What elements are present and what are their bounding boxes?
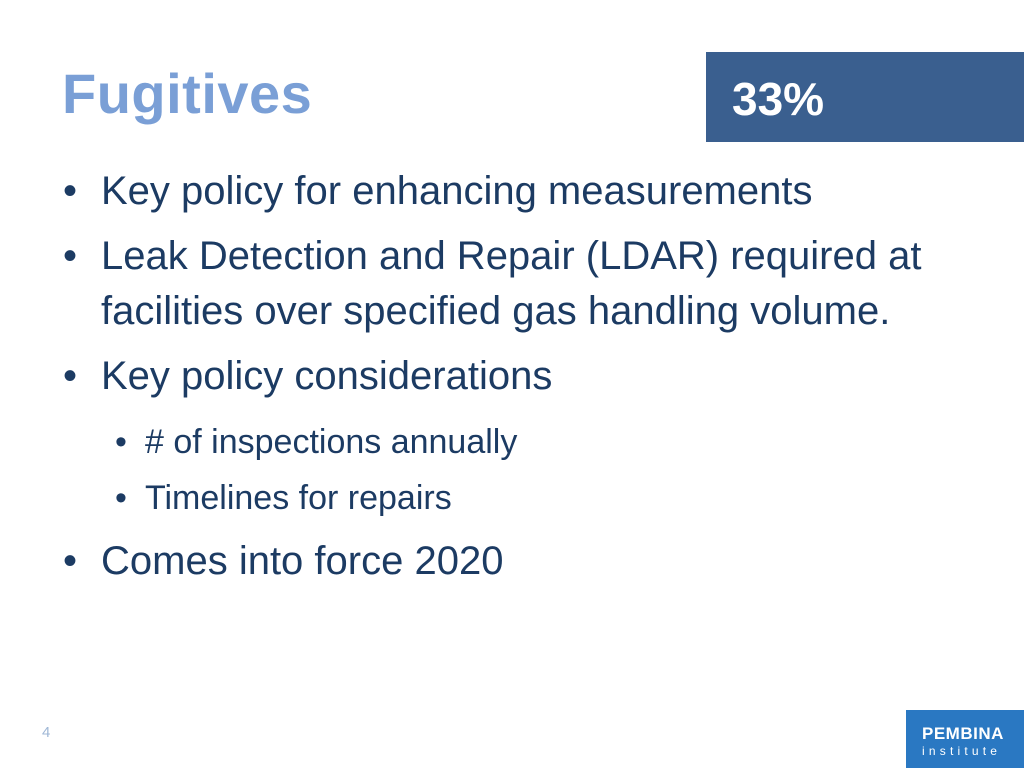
logo-name: PEMBINA bbox=[922, 724, 1004, 743]
logo-subtitle: institute bbox=[922, 744, 1002, 758]
bullet-list: Key policy for enhancing measurements Le… bbox=[55, 164, 955, 599]
pembina-logo: PEMBINA institute bbox=[906, 710, 1024, 768]
sub-bullet-item: # of inspections annually bbox=[55, 414, 955, 470]
sub-bullet-item: Timelines for repairs bbox=[55, 470, 955, 526]
bullet-item: Key policy for enhancing measurements bbox=[55, 164, 955, 219]
bullet-item: Comes into force 2020 bbox=[55, 534, 955, 589]
bullet-item: Leak Detection and Repair (LDAR) require… bbox=[55, 229, 955, 339]
slide-title: Fugitives bbox=[62, 62, 313, 125]
sub-bullet-list: # of inspections annually Timelines for … bbox=[55, 414, 955, 526]
stat-value: 33% bbox=[732, 73, 825, 125]
bullet-item: Key policy considerations bbox=[55, 349, 955, 404]
stat-box: 33% bbox=[706, 52, 1024, 142]
page-number: 4 bbox=[42, 724, 51, 741]
